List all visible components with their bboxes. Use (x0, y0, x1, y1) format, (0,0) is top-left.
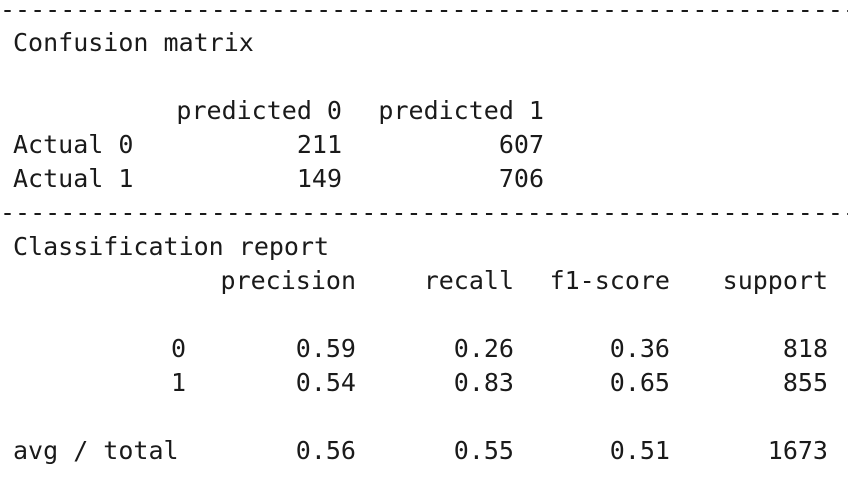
report-col-header: f1-score (549, 266, 670, 295)
separator-top: ----------------------------------------… (0, 0, 848, 20)
report-cell: 0.54 (295, 368, 356, 397)
report-total-label: avg / total (13, 436, 179, 465)
separator-middle: ----------------------------------------… (0, 203, 848, 223)
classification-report-heading: Classification report (13, 232, 330, 261)
report-cell: 0.26 (453, 334, 514, 363)
report-row-label: 0 (170, 334, 186, 363)
report-row-label: 1 (170, 368, 186, 397)
report-total-cell: 0.51 (609, 436, 670, 465)
report-total-cell: 1673 (767, 436, 828, 465)
report-col-header: precision (220, 266, 356, 295)
confusion-cell: 211 (296, 130, 342, 159)
confusion-row-label: Actual 1 (13, 164, 134, 193)
report-cell: 0.59 (295, 334, 356, 363)
confusion-col-label: predicted 0 (176, 96, 342, 125)
report-cell: 818 (782, 334, 828, 363)
confusion-cell: 706 (498, 164, 544, 193)
confusion-cell: 149 (296, 164, 342, 193)
confusion-row-label: Actual 0 (13, 130, 134, 159)
confusion-col-label: predicted 1 (378, 96, 544, 125)
report-total-cell: 0.56 (295, 436, 356, 465)
confusion-matrix-heading: Confusion matrix (13, 28, 254, 57)
report-cell: 855 (782, 368, 828, 397)
report-cell: 0.65 (609, 368, 670, 397)
report-col-header: support (722, 266, 828, 295)
report-cell: 0.36 (609, 334, 670, 363)
confusion-cell: 607 (498, 130, 544, 159)
report-cell: 0.83 (453, 368, 514, 397)
report-col-header: recall (423, 266, 514, 295)
report-total-cell: 0.55 (453, 436, 514, 465)
